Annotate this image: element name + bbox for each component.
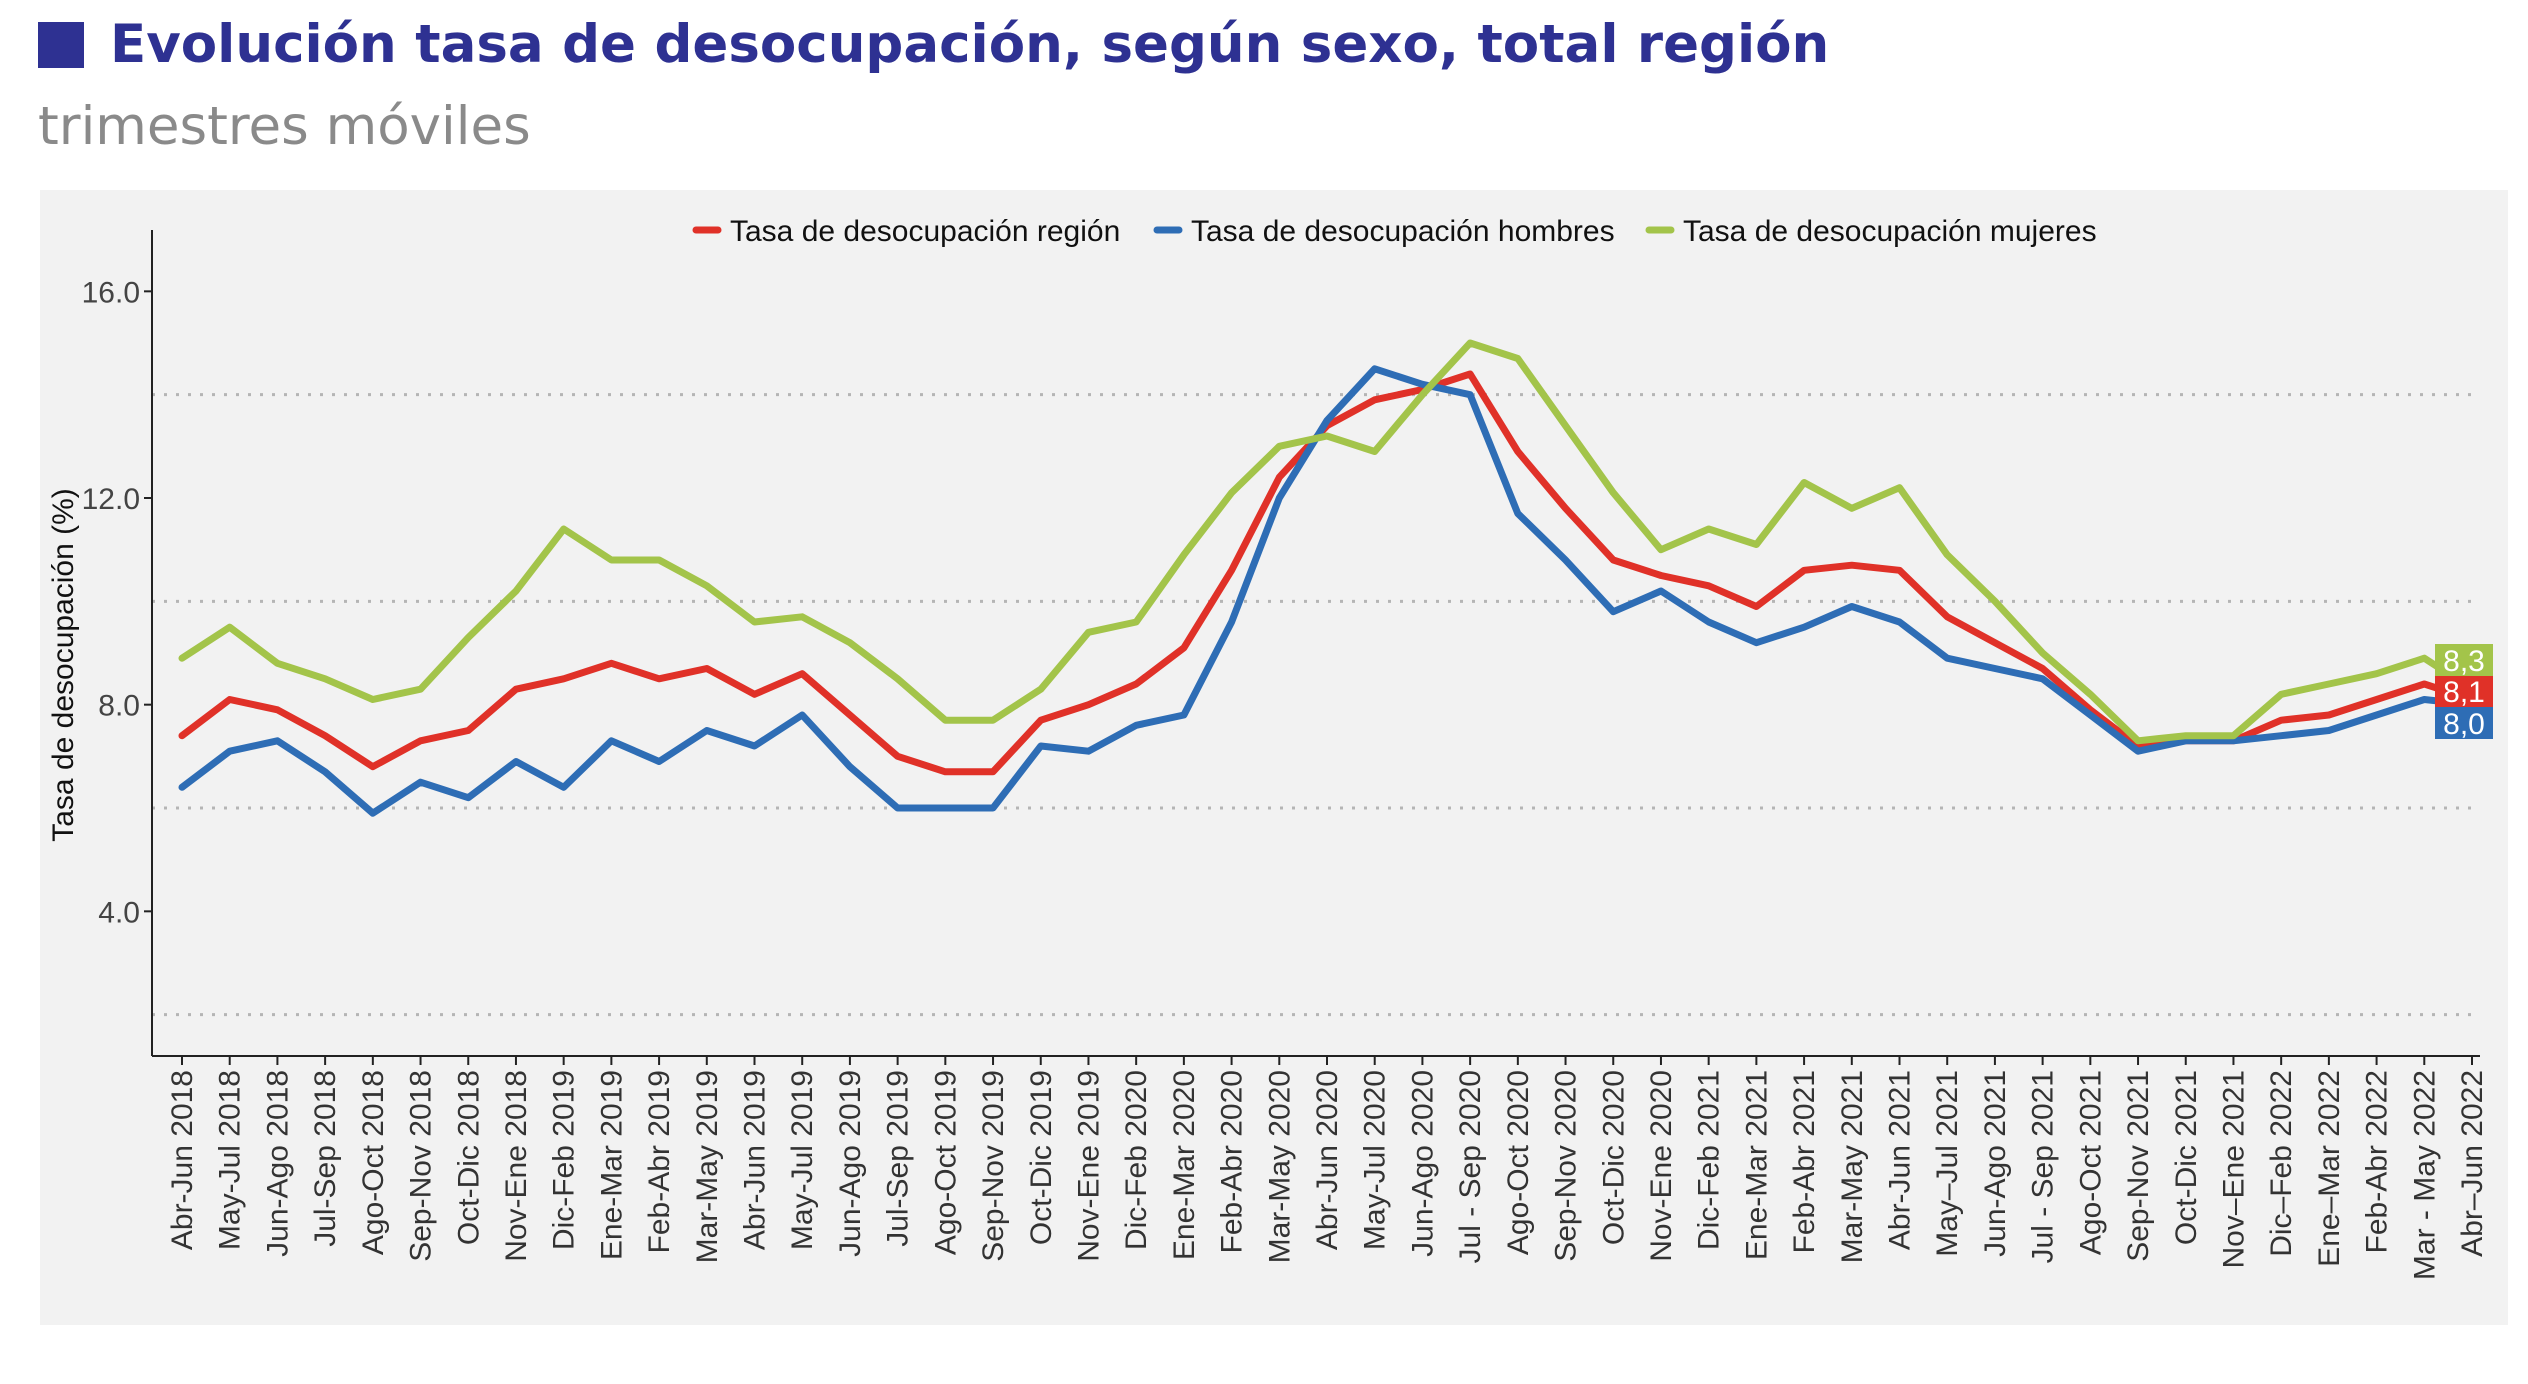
x-tick-label: Nov-Ene 2018 — [500, 1070, 533, 1262]
x-tick-label: Ene-Mar 2021 — [1740, 1070, 1773, 1260]
x-tick-label: Feb-Abr 2021 — [1788, 1070, 1821, 1253]
x-tick-label: Jul - Sep 2020 — [1454, 1070, 1487, 1263]
x-tick-label: Jun-Ago 2021 — [1979, 1070, 2012, 1257]
y-tick-label: 4.0 — [98, 896, 140, 929]
chart-panel: 4.0 8.0 12.0 16.0 Tasa de desocupación (%) Ab… — [40, 190, 2508, 1325]
legend-label: Tasa de desocupación hombres — [1191, 215, 1615, 248]
end-value-label: 8,1 — [2443, 676, 2485, 709]
x-tick-label: Feb-Abr 2020 — [1216, 1070, 1249, 1253]
x-tick-label: Sep-Nov 2018 — [405, 1070, 438, 1262]
x-tick-label: Jul - Sep 2021 — [2027, 1070, 2060, 1263]
end-value-label: 8,0 — [2443, 708, 2485, 741]
x-tick-label: Ene–Mar 2022 — [2313, 1070, 2346, 1267]
x-tick-label: Abr-Jun 2020 — [1311, 1070, 1344, 1250]
x-tick-label: Feb-Abr 2019 — [643, 1070, 676, 1253]
end-value-badge: 8,0 — [2435, 707, 2493, 741]
x-tick-label: Ene-Mar 2019 — [595, 1070, 628, 1260]
x-tick-label: Ago-Oct 2019 — [929, 1070, 962, 1255]
x-tick-label: Oct-Dic 2018 — [452, 1070, 485, 1245]
x-tick-label: Dic-Feb 2019 — [548, 1070, 581, 1250]
end-value-badge: 8,1 — [2435, 675, 2493, 709]
end-value-box — [2435, 707, 2493, 739]
x-tick-label: Ago-Oct 2021 — [2074, 1070, 2107, 1255]
x-tick-label: Nov–Ene 2021 — [2217, 1070, 2250, 1269]
x-tick-label: Ago-Oct 2018 — [357, 1070, 390, 1255]
x-tick-label: May-Jul 2020 — [1359, 1070, 1392, 1250]
x-tick-label: Mar-May 2021 — [1836, 1070, 1869, 1263]
title-row: Evolución tasa de desocupación, según se… — [38, 14, 1829, 75]
x-tick-label: Feb-Abr 2022 — [2361, 1070, 2394, 1253]
series-line-hombres — [178, 365, 2476, 817]
x-tick-label: Jun-Ago 2020 — [1406, 1070, 1439, 1257]
x-tick-label: May-Jul 2018 — [214, 1070, 247, 1250]
x-tick-label: Nov-Ene 2020 — [1645, 1070, 1678, 1262]
x-tick-label: Ene-Mar 2020 — [1168, 1070, 1201, 1260]
title-square-icon — [38, 21, 84, 68]
legend-label: Tasa de desocupación región — [730, 215, 1120, 248]
x-tick-label: May–Jul 2021 — [1931, 1070, 1964, 1257]
x-tick-label: Oct-Dic 2019 — [1025, 1070, 1058, 1245]
y-tick-label: 16.0 — [82, 276, 140, 309]
x-tick-label: Oct-Dic 2020 — [1597, 1070, 1630, 1245]
x-tick-label: Jun-Ago 2018 — [261, 1070, 294, 1257]
x-tick-label: Mar - May 2022 — [2408, 1070, 2441, 1280]
chart-subtitle: trimestres móviles — [38, 96, 531, 157]
x-tick-label: Nov-Ene 2019 — [1072, 1070, 1105, 1262]
x-tick-label: Ago-Oct 2020 — [1502, 1070, 1535, 1255]
x-tick-label: Jul-Sep 2018 — [309, 1070, 342, 1247]
y-tick-label: 12.0 — [82, 483, 140, 516]
x-tick-label: Mar-May 2019 — [691, 1070, 724, 1263]
legend: Tasa de desocupación región Tasa de desoc… — [692, 215, 2097, 248]
x-tick-label: Oct-Dic 2021 — [2170, 1070, 2203, 1245]
x-tick-label: Abr-Jun 2019 — [739, 1070, 772, 1250]
series-line-mujeres — [178, 339, 2476, 745]
chart-title: Evolución tasa de desocupación, según se… — [110, 14, 1830, 75]
x-tick-label: Dic-Feb 2020 — [1120, 1070, 1153, 1250]
legend-label: Tasa de desocupación mujeres — [1683, 215, 2097, 248]
y-axis-title: Tasa de desocupación (%) — [47, 488, 80, 842]
x-tick-label: Jul-Sep 2019 — [882, 1070, 915, 1247]
x-tick-label: Jun-Ago 2019 — [834, 1070, 867, 1257]
line-chart: 4.0 8.0 12.0 16.0 Tasa de desocupación (%) Ab… — [47, 215, 2493, 1280]
x-tick-label: Abr-Jun 2021 — [1884, 1070, 1917, 1250]
x-tick-label: May-Jul 2019 — [786, 1070, 819, 1250]
x-tick-label: Sep-Nov 2019 — [977, 1070, 1010, 1262]
x-tick-label: Sep-Nov 2020 — [1550, 1070, 1583, 1262]
x-tick-label: Sep-Nov 2021 — [2122, 1070, 2155, 1262]
end-value-box — [2435, 675, 2493, 707]
x-tick-label: Abr–Jun 2022 — [2456, 1070, 2489, 1257]
end-value-label: 8,3 — [2443, 645, 2485, 678]
end-value-badge: 8,3 — [2435, 644, 2493, 678]
y-tick-label: 8.0 — [98, 690, 140, 723]
x-tick-label: Mar-May 2020 — [1263, 1070, 1296, 1263]
x-tick-label: Dic-Feb 2021 — [1693, 1070, 1726, 1250]
x-tick-label: Dic–Feb 2022 — [2265, 1070, 2298, 1257]
x-tick-label: Abr-Jun 2018 — [166, 1070, 199, 1250]
end-value-box — [2435, 644, 2493, 676]
